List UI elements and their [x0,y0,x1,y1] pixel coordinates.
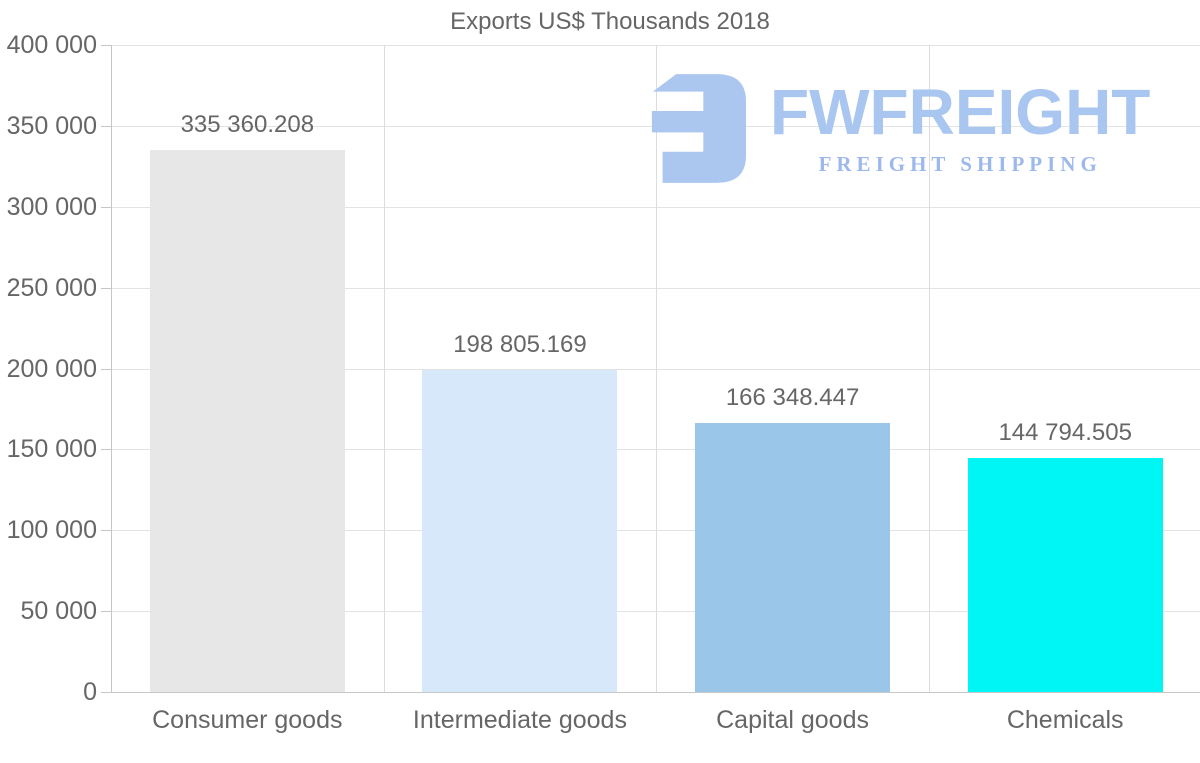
x-gridline [383,45,385,692]
y-gridline [111,287,1200,289]
y-tick-label: 300 000 [6,192,97,221]
x-gridline [928,45,930,692]
y-tick-label: 200 000 [6,354,97,383]
x-category-label: Capital goods [716,706,869,734]
y-tick-label: 150 000 [6,435,97,464]
fwfreight-logo-mark [651,74,746,183]
y-gridline [111,206,1200,208]
y-axis-line [111,45,112,692]
y-gridline [111,611,1200,613]
y-tick-mark [101,611,111,613]
y-gridline [111,368,1200,370]
logo-text-block: FWFREIGHT FREIGHT SHIPPING [770,80,1150,177]
bar[interactable] [967,457,1163,692]
bar-value-label: 166 348.447 [725,383,860,411]
y-tick-mark [101,287,111,289]
y-gridline [111,45,1200,46]
y-tick-mark [101,368,111,370]
bar-value-label: 335 360.208 [180,110,315,138]
y-tick-label: 0 [83,678,97,706]
y-tick-mark [101,692,111,693]
fwfreight-watermark: FWFREIGHT FREIGHT SHIPPING [649,70,1150,187]
chart-title: Exports US$ Thousands 2018 [450,8,770,35]
bar[interactable] [422,370,618,692]
x-category-label: Intermediate goods [412,706,627,734]
y-tick-label: 400 000 [6,31,97,59]
y-tick-label: 50 000 [20,597,97,626]
y-tick-label: 100 000 [6,516,97,545]
y-gridline [111,449,1200,451]
y-tick-mark [101,206,111,208]
y-tick-mark [101,449,111,451]
x-gridline [656,45,658,692]
bar-value-label: 198 805.169 [453,331,587,359]
y-tick-mark [101,45,111,46]
bar[interactable] [695,422,891,692]
y-tick-mark [101,530,111,532]
bar-value-label: 144 794.505 [998,418,1132,446]
y-tick-mark [101,125,111,127]
x-category-label: Chemicals [1006,706,1124,734]
y-gridline [111,692,1200,693]
logo-tagline-text: FREIGHT SHIPPING [818,152,1102,176]
bar[interactable] [149,149,345,692]
logo-mark-path [651,74,746,183]
y-tick-label: 350 000 [6,111,97,140]
x-category-label: Consumer goods [152,706,343,734]
y-tick-label: 250 000 [6,273,97,302]
logo-brand-text: FWFREIGHT [770,76,1151,148]
y-gridline [111,530,1200,532]
